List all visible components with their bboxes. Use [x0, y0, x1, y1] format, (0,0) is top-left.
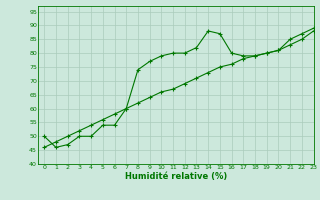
X-axis label: Humidité relative (%): Humidité relative (%) [125, 172, 227, 181]
